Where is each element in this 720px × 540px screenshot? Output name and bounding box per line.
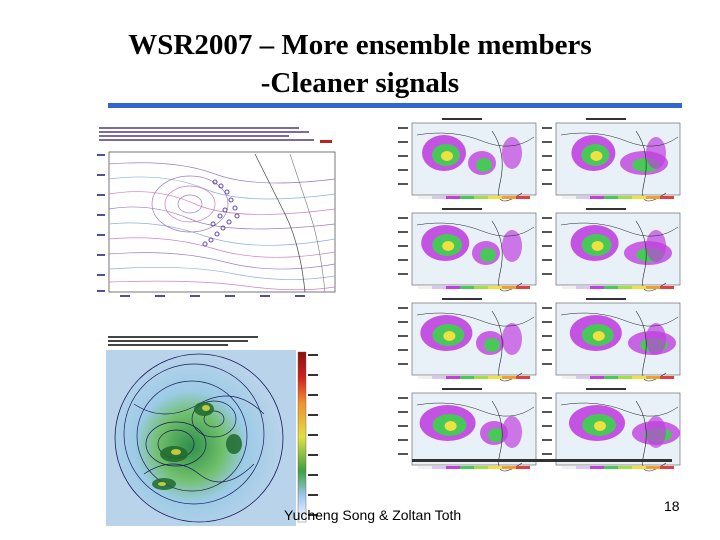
signal-variance-svg	[396, 115, 684, 475]
signal-panel	[542, 118, 681, 202]
contour-map-svg	[95, 124, 340, 302]
signal-panel	[542, 388, 681, 472]
signal-panel	[542, 208, 681, 292]
grid-caption-line	[412, 459, 672, 462]
signal-panel	[398, 118, 537, 202]
slide-title-line1: WSR2007 – More ensemble members	[128, 29, 592, 61]
top-left-contour-figure	[95, 124, 340, 302]
footer-authors: Yucheng Song & Zoltan Toth	[284, 507, 462, 523]
polar-map-svg	[104, 334, 324, 527]
slide-title-line2: -Cleaner signals	[260, 67, 460, 99]
signal-panel	[398, 298, 537, 382]
signal-variance-grid	[396, 115, 684, 475]
signal-panel	[398, 208, 537, 292]
title-underline	[108, 103, 682, 108]
page-number: 18	[664, 498, 680, 514]
sensitivity-circles	[202, 179, 240, 247]
signal-panel	[398, 388, 537, 472]
signal-panel	[542, 298, 681, 382]
bottom-left-polar-figure	[104, 334, 324, 527]
